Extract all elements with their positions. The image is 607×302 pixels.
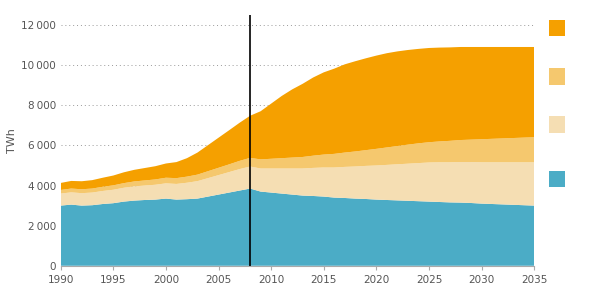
Y-axis label: TWh: TWh [7,128,17,153]
